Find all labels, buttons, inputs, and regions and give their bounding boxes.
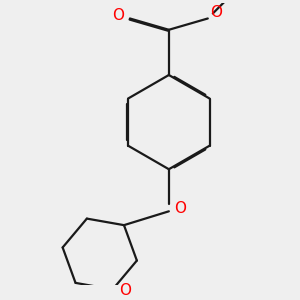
- Text: O: O: [119, 283, 131, 298]
- Text: O: O: [112, 8, 124, 23]
- Text: O: O: [174, 201, 186, 216]
- Text: O: O: [210, 5, 222, 20]
